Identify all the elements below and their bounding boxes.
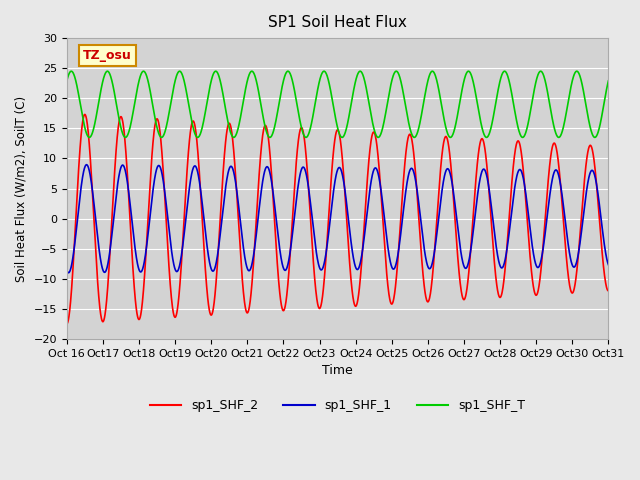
Y-axis label: Soil Heat Flux (W/m2), SoilT (C): Soil Heat Flux (W/m2), SoilT (C) (15, 96, 28, 282)
Legend: sp1_SHF_2, sp1_SHF_1, sp1_SHF_T: sp1_SHF_2, sp1_SHF_1, sp1_SHF_T (145, 394, 530, 417)
Text: TZ_osu: TZ_osu (83, 49, 132, 62)
X-axis label: Time: Time (322, 364, 353, 377)
Title: SP1 Soil Heat Flux: SP1 Soil Heat Flux (268, 15, 407, 30)
